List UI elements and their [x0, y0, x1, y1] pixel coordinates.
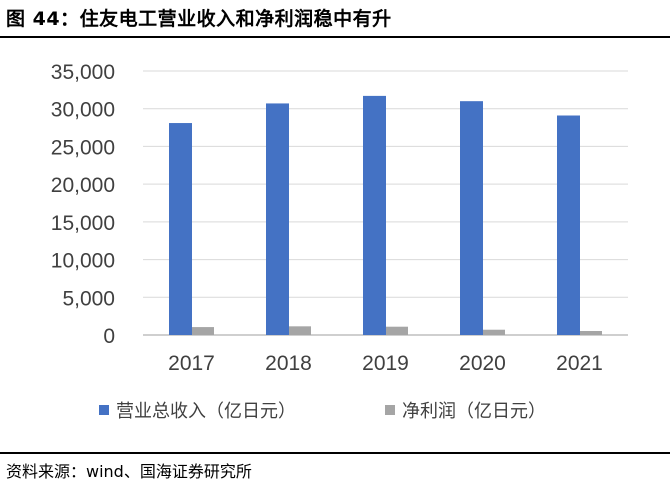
bar-net-profit: [289, 326, 311, 335]
y-tick-label: 0: [103, 325, 115, 348]
bar-revenue: [460, 101, 483, 336]
y-tick-label: 15,000: [51, 212, 115, 235]
source-note: 资料来源：wind、国海证券研究所: [6, 462, 252, 481]
y-tick-label: 25,000: [51, 136, 115, 159]
y-tick-label: 35,000: [51, 61, 115, 84]
y-tick-label: 30,000: [51, 99, 115, 122]
y-tick-label: 20,000: [51, 174, 115, 197]
x-axis-tick-labels: 2017 2018 2019 2020 2021: [168, 352, 603, 375]
y-axis-tick-labels: 0 5,000 10,000 15,000 20,000 25,000 30,000 35,0…: [51, 61, 115, 348]
x-tick-label: 2020: [459, 352, 506, 375]
legend-label-revenue: 营业总收入（亿日元）: [116, 401, 296, 422]
y-tick-label: 5,000: [62, 287, 115, 310]
bar-net-profit: [580, 331, 602, 335]
x-tick-label: 2017: [168, 352, 215, 375]
x-tick-label: 2019: [362, 352, 409, 375]
x-tick-label: 2018: [265, 352, 312, 375]
figure-title: 图 44：住友电工营业收入和净利润稳中有升: [6, 4, 392, 34]
bar-revenue: [266, 103, 289, 335]
footer-rule: [0, 452, 670, 454]
y-tick-label: 10,000: [51, 250, 115, 273]
bar-revenue: [169, 123, 192, 335]
bars: [169, 95, 602, 336]
figure-label: 图 44：: [6, 8, 80, 30]
bar-revenue: [557, 115, 580, 335]
legend-label-net-profit: 净利润（亿日元）: [402, 401, 546, 422]
bar-net-profit: [192, 327, 214, 335]
bar-net-profit: [386, 326, 408, 335]
figure-title-text: 住友电工营业收入和净利润稳中有升: [79, 8, 392, 30]
title-rule: [0, 36, 670, 38]
bar-net-profit: [483, 329, 505, 335]
legend: 营业总收入（亿日元） 净利润（亿日元）: [99, 401, 546, 422]
x-tick-label: 2021: [556, 352, 603, 375]
legend-swatch-net-profit: [385, 405, 395, 415]
legend-swatch-revenue: [99, 405, 109, 415]
bar-chart: 0 5,000 10,000 15,000 20,000 25,000 30,000 35,0…: [51, 61, 628, 422]
bar-revenue: [363, 95, 386, 336]
